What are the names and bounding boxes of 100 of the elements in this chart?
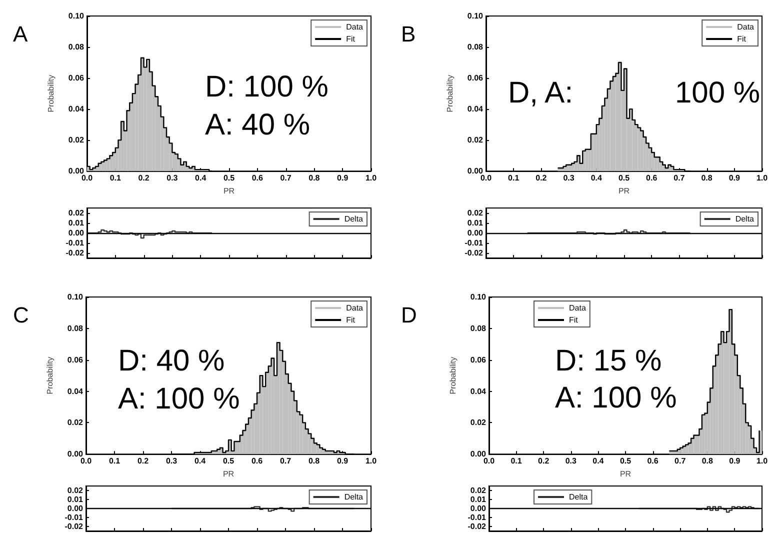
x-axis-title: PR [222, 470, 234, 478]
chart-title: B [401, 22, 416, 46]
y-tick-label: 0.01 [68, 218, 85, 228]
y-tick-label: -0.01 [468, 513, 487, 522]
legend-label: Delta [344, 214, 364, 224]
legend-label: Data [346, 304, 364, 312]
y-tick-label: 0.02 [470, 486, 487, 495]
legend-label: Data [569, 304, 586, 312]
x-tick-label: 0.0 [81, 174, 94, 183]
y-tick-label: 0.04 [467, 104, 484, 114]
legend-label: Data [346, 22, 364, 32]
y-tick-label: 0.02 [68, 136, 85, 145]
legend-label: Delta [735, 214, 755, 224]
x-tick-label: 1.0 [756, 456, 768, 466]
y-tick-label: 0.10 [68, 12, 85, 20]
y-tick-label: 0.02 [67, 418, 84, 428]
x-tick-label: 0.3 [166, 174, 178, 183]
y-tick-label: 0.02 [470, 418, 487, 428]
y-axis-title: Probability [46, 74, 56, 112]
y-tick-label: 0.08 [68, 42, 85, 52]
annotation: D, A: [508, 76, 574, 110]
x-tick-label: 1.0 [756, 174, 768, 183]
x-tick-label: 0.3 [565, 456, 578, 466]
chart-title: A [13, 22, 28, 46]
y-tick-label: 0.04 [470, 386, 487, 396]
y-tick-label: 0.08 [67, 324, 84, 333]
y-tick-label: 0.00 [470, 504, 487, 513]
annotation: D: 40 % [118, 344, 225, 378]
y-tick-label: 0.01 [67, 495, 84, 504]
y-tick-label: 0.00 [67, 504, 84, 513]
x-tick-label: 0.2 [138, 174, 150, 183]
y-tick-label: 0.02 [467, 208, 484, 218]
annotation: D: 100 % [205, 70, 328, 104]
x-tick-label: 0.5 [223, 174, 236, 183]
y-tick-label: -0.02 [468, 522, 487, 531]
y-tick-label: 0.00 [68, 228, 85, 238]
y-tick-label: 0.02 [467, 136, 484, 145]
y-tick-label: 0.06 [67, 355, 84, 364]
y-tick-label: -0.02 [464, 248, 484, 258]
x-tick-label: 0.6 [646, 174, 658, 183]
y-tick-label: 0.06 [467, 74, 484, 83]
y-tick-label: 0.02 [68, 208, 85, 218]
x-tick-label: 1.0 [365, 174, 378, 183]
y-tick-label: 0.00 [68, 166, 85, 176]
x-tick-label: 0.2 [538, 456, 550, 466]
legend-label: Fit [346, 316, 356, 324]
legend-label: Data [737, 22, 755, 32]
x-tick-label: 0.6 [647, 456, 659, 466]
y-tick-label: 0.10 [470, 292, 487, 302]
chart-title: C [13, 302, 29, 328]
x-tick-label: 0.5 [620, 456, 632, 466]
y-axis-title: Probability [46, 356, 54, 394]
y-axis-title: Probability [448, 356, 458, 394]
y-tick-label: 0.06 [470, 355, 487, 364]
x-tick-label: 0.7 [674, 456, 686, 466]
x-tick-label: 0.4 [592, 456, 604, 466]
y-tick-label: 0.06 [68, 74, 85, 83]
x-tick-label: 0.6 [252, 174, 264, 183]
x-tick-label: 0.1 [510, 456, 522, 466]
y-tick-label: -0.01 [66, 238, 85, 248]
x-tick-label: 0.3 [166, 456, 178, 466]
y-tick-label: 0.02 [67, 486, 84, 495]
x-tick-label: 0.0 [483, 456, 496, 466]
x-tick-label: 0.6 [251, 456, 264, 466]
x-tick-label: 0.8 [308, 174, 320, 183]
legend-label: Fit [737, 34, 747, 44]
x-tick-label: 0.2 [137, 456, 150, 466]
legend-label: Delta [569, 492, 588, 502]
annotation: A: 40 % [205, 108, 310, 142]
x-tick-label: 0.9 [728, 174, 741, 183]
y-tick-label: 0.00 [67, 450, 84, 459]
x-tick-label: 0.5 [222, 456, 235, 466]
y-tick-label: 0.00 [467, 166, 484, 176]
annotation: A: 100 % [118, 382, 240, 416]
x-tick-label: 0.8 [702, 456, 714, 466]
x-tick-label: 0.1 [108, 456, 121, 466]
x-tick-label: 0.1 [110, 174, 122, 183]
x-tick-label: 0.4 [590, 174, 603, 183]
y-tick-label: -0.02 [66, 248, 85, 258]
x-tick-label: 0.8 [701, 174, 713, 183]
x-tick-label: 0.9 [337, 174, 349, 183]
y-tick-label: 0.00 [470, 450, 487, 459]
x-tick-label: 0.7 [280, 174, 292, 183]
x-tick-label: 0.3 [563, 174, 575, 183]
y-axis-title: Probability [446, 74, 454, 112]
x-tick-label: 0.5 [618, 174, 630, 183]
y-tick-label: 0.01 [467, 218, 484, 228]
x-tick-label: 0.2 [536, 174, 548, 183]
annotation: 100 % [675, 76, 760, 110]
x-axis-title: PR [223, 186, 235, 196]
x-tick-label: 0.7 [280, 456, 292, 466]
x-tick-label: 0.4 [194, 456, 206, 466]
y-tick-label: -0.01 [464, 238, 484, 248]
annotation: D: 15 % [555, 344, 662, 378]
x-tick-label: 0.9 [729, 456, 741, 466]
x-axis-title: PR [618, 186, 630, 196]
y-tick-label: 0.08 [467, 42, 484, 52]
y-tick-label: 0.01 [470, 495, 487, 504]
x-tick-label: 0.1 [508, 174, 520, 183]
x-tick-label: 0.0 [480, 174, 492, 183]
